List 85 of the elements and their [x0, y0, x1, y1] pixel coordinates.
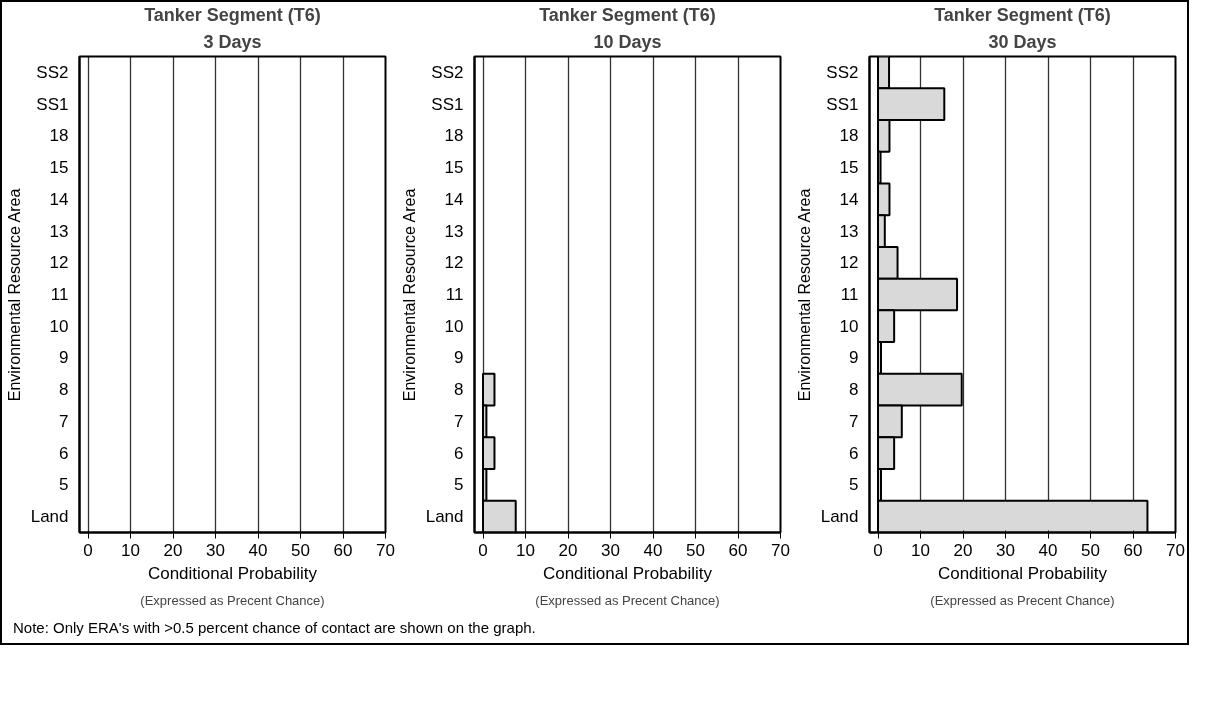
- y-tick-label: SS1: [431, 94, 464, 114]
- text: (Expressed as Precent Chance): [140, 592, 325, 608]
- x-tick-label: 70: [1166, 540, 1185, 560]
- y-tick-label: 12: [444, 253, 464, 273]
- y-tick-label: 14: [444, 189, 464, 209]
- chart-title: Tanker Segment (T6): [539, 4, 716, 25]
- y-tick-label: SS2: [431, 62, 464, 82]
- chart-subtitle: 10 Days: [593, 31, 662, 52]
- y-tick-label: 8: [849, 380, 859, 400]
- y-tick-label: 13: [839, 221, 859, 241]
- y-tick-label: 9: [849, 348, 859, 368]
- y-tick-label: 18: [49, 126, 69, 146]
- chart-title: Tanker Segment (T6): [934, 4, 1111, 25]
- x-tick-label: 60: [333, 540, 353, 560]
- y-tick-label: 8: [59, 380, 69, 400]
- x-tick-label: 10: [911, 540, 930, 560]
- y-tick-label: 7: [454, 411, 464, 431]
- x-tick-label: 0: [478, 540, 488, 560]
- x-tick-label: 10: [516, 540, 535, 560]
- y-tick-label: Land: [30, 507, 69, 527]
- x-tick-label: 40: [248, 540, 268, 560]
- y-tick-label: 13: [444, 221, 464, 241]
- x-tick-label: 20: [163, 540, 183, 560]
- y-tick-label: 12: [839, 253, 859, 273]
- y-tick-label: 18: [839, 126, 859, 146]
- text: (Expressed as Precent Chance): [930, 592, 1115, 608]
- y-tick-label: 9: [454, 348, 464, 368]
- y-tick-label: 10: [839, 316, 859, 336]
- x-tick-label: 70: [376, 540, 395, 560]
- y-axis-title: Environmental Resource Area: [5, 188, 23, 402]
- x-tick-label: 50: [291, 540, 310, 560]
- x-tick-label: 50: [1081, 540, 1100, 560]
- x-tick-label: 20: [953, 540, 973, 560]
- x-tick-label: 10: [121, 540, 140, 560]
- y-axis-title: Environmental Resource Area: [400, 188, 418, 402]
- y-tick-label: 7: [849, 411, 859, 431]
- y-tick-label: 6: [59, 443, 69, 463]
- y-tick-label: Land: [820, 507, 859, 527]
- x-axis-title: Conditional Probability: [147, 563, 318, 583]
- y-tick-label: 14: [839, 189, 859, 209]
- chart-title: Tanker Segment (T6): [144, 4, 321, 25]
- y-tick-label: SS2: [826, 62, 859, 82]
- y-tick-label: 7: [59, 411, 69, 431]
- x-tick-label: 30: [601, 540, 620, 560]
- x-tick-label: 0: [83, 540, 93, 560]
- y-tick-label: 6: [454, 443, 464, 463]
- y-tick-label: 10: [49, 316, 69, 336]
- x-tick-label: 0: [873, 540, 883, 560]
- chart-subtitle: 3 Days: [203, 31, 262, 52]
- text: (Expressed as Precent Chance): [535, 592, 720, 608]
- y-tick-label: 11: [840, 285, 859, 304]
- y-tick-label: SS1: [826, 94, 859, 114]
- y-tick-label: 6: [849, 443, 859, 463]
- x-tick-label: 30: [996, 540, 1015, 560]
- x-axis-title: Conditional Probability: [937, 563, 1108, 583]
- y-axis-title: Environmental Resource Area: [795, 188, 813, 402]
- x-axis-title: Conditional Probability: [542, 563, 713, 583]
- y-tick-label: 11: [50, 285, 69, 304]
- x-tick-label: 20: [558, 540, 578, 560]
- y-tick-label: 5: [454, 475, 464, 495]
- y-tick-label: 12: [49, 253, 69, 273]
- y-tick-label: 5: [59, 475, 69, 495]
- text: Note: Only ERA's with >0.5 percent chance of contact are shown on the graph.: [13, 618, 536, 638]
- y-tick-label: 15: [839, 158, 859, 178]
- x-tick-label: 60: [728, 540, 748, 560]
- x-tick-label: 30: [206, 540, 225, 560]
- y-tick-label: 11: [445, 285, 464, 304]
- x-tick-label: 50: [686, 540, 705, 560]
- y-tick-label: 15: [49, 158, 69, 178]
- y-tick-label: 15: [444, 158, 464, 178]
- y-tick-label: Land: [425, 507, 464, 527]
- y-tick-label: 8: [454, 380, 464, 400]
- y-tick-label: 18: [444, 126, 464, 146]
- x-tick-label: 40: [1038, 540, 1058, 560]
- y-tick-label: 10: [444, 316, 464, 336]
- y-tick-label: SS2: [36, 62, 69, 82]
- y-tick-label: 14: [49, 189, 69, 209]
- x-tick-label: 60: [1123, 540, 1143, 560]
- x-tick-label: 40: [643, 540, 663, 560]
- y-tick-label: 13: [49, 221, 69, 241]
- y-tick-label: 5: [849, 475, 859, 495]
- x-tick-label: 70: [771, 540, 790, 560]
- y-tick-label: SS1: [36, 94, 69, 114]
- y-tick-label: 9: [59, 348, 69, 368]
- chart-subtitle: 30 Days: [988, 31, 1057, 52]
